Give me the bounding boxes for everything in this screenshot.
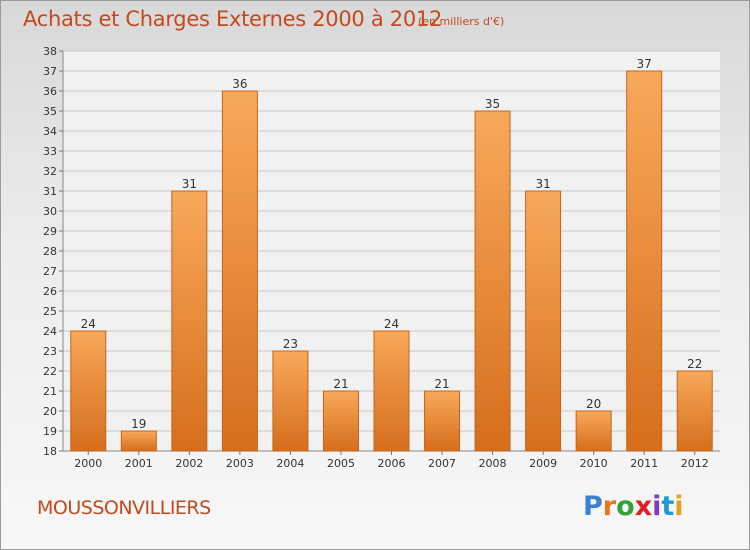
data-label-2001: 19 bbox=[131, 417, 146, 431]
bar-2012 bbox=[676, 370, 713, 452]
data-label-2009: 31 bbox=[535, 177, 550, 191]
x-tick-label: 2009 bbox=[529, 457, 557, 470]
x-tick-label: 2010 bbox=[580, 457, 608, 470]
data-label-2008: 35 bbox=[485, 97, 500, 111]
x-tick-label: 2000 bbox=[74, 457, 102, 470]
data-label-2012: 22 bbox=[687, 357, 702, 371]
bar-2001 bbox=[120, 430, 157, 452]
x-tick-label: 2001 bbox=[125, 457, 153, 470]
brand-letter: x bbox=[634, 491, 653, 522]
data-label-2005: 21 bbox=[333, 377, 348, 391]
x-tick-label: 2004 bbox=[276, 457, 304, 470]
data-labels: 24 19 31 36 23 21 24 21 35 31 20 37 22 bbox=[81, 57, 703, 431]
y-tick-label: 27 bbox=[43, 265, 57, 278]
y-tick-label: 34 bbox=[43, 125, 57, 138]
bar-2008 bbox=[474, 110, 511, 452]
data-label-2010: 20 bbox=[586, 397, 601, 411]
bar-2003 bbox=[221, 90, 258, 452]
commune-name: MOUSSONVILLIERS bbox=[37, 497, 211, 519]
chart-title: Achats et Charges Externes 2000 à 2012 bbox=[23, 7, 443, 31]
y-tick-label: 38 bbox=[43, 45, 57, 58]
brand-letter: o bbox=[616, 491, 635, 522]
chart-subtitle: (en milliers d'€) bbox=[418, 15, 505, 28]
y-tick-label: 29 bbox=[43, 225, 57, 238]
bar-2000 bbox=[70, 330, 107, 452]
y-tick-label: 25 bbox=[43, 305, 57, 318]
brand-letter: r bbox=[602, 491, 617, 522]
y-tick-label: 20 bbox=[43, 405, 57, 418]
bar-2006 bbox=[373, 330, 410, 452]
bar-2011 bbox=[626, 70, 663, 452]
y-tick-label: 37 bbox=[43, 65, 57, 78]
y-tick-label: 36 bbox=[43, 85, 57, 98]
data-label-2006: 24 bbox=[384, 317, 399, 331]
x-tick-label: 2007 bbox=[428, 457, 456, 470]
y-tick-label: 26 bbox=[43, 285, 57, 298]
brand-letter: i bbox=[674, 491, 684, 522]
brand-letter: t bbox=[661, 491, 675, 522]
y-tick-label: 23 bbox=[43, 345, 57, 358]
data-label-2002: 31 bbox=[182, 177, 197, 191]
x-tick-label: 2005 bbox=[327, 457, 355, 470]
bar-2007 bbox=[424, 390, 461, 452]
x-tick-label: 2012 bbox=[681, 457, 709, 470]
y-tick-label: 21 bbox=[43, 385, 57, 398]
bars bbox=[70, 70, 713, 452]
y-tick-label: 31 bbox=[43, 185, 57, 198]
y-tick-label: 22 bbox=[43, 365, 57, 378]
brand-letter: P bbox=[583, 491, 603, 522]
data-label-2004: 23 bbox=[283, 337, 298, 351]
bar-2010 bbox=[575, 410, 612, 452]
data-label-2007: 21 bbox=[434, 377, 449, 391]
bar-2005 bbox=[322, 390, 359, 452]
y-tick-label: 32 bbox=[43, 165, 57, 178]
bar-2009 bbox=[525, 190, 562, 452]
y-tick-label: 18 bbox=[43, 445, 57, 458]
data-label-2011: 37 bbox=[637, 57, 652, 71]
x-tick-label: 2003 bbox=[226, 457, 254, 470]
data-label-2000: 24 bbox=[81, 317, 96, 331]
x-tick-label: 2008 bbox=[479, 457, 507, 470]
x-tick-label: 2011 bbox=[630, 457, 658, 470]
y-tick-label: 30 bbox=[43, 205, 57, 218]
y-tick-label: 33 bbox=[43, 145, 57, 158]
x-tick-label: 2006 bbox=[378, 457, 406, 470]
x-tick-label: 2002 bbox=[175, 457, 203, 470]
data-label-2003: 36 bbox=[232, 77, 247, 91]
tick-labels: 18 19 20 21 22 23 24 25 26 27 28 29 30 31 32 33 34 35 36 37… bbox=[43, 45, 709, 470]
brand-letter: i bbox=[652, 491, 662, 522]
proxiti-logo: Proxiti bbox=[583, 491, 684, 522]
y-tick-label: 19 bbox=[43, 425, 57, 438]
bar-2002 bbox=[171, 190, 208, 452]
y-tick-label: 24 bbox=[43, 325, 57, 338]
bar-2004 bbox=[272, 350, 309, 452]
y-tick-label: 28 bbox=[43, 245, 57, 258]
y-tick-label: 35 bbox=[43, 105, 57, 118]
